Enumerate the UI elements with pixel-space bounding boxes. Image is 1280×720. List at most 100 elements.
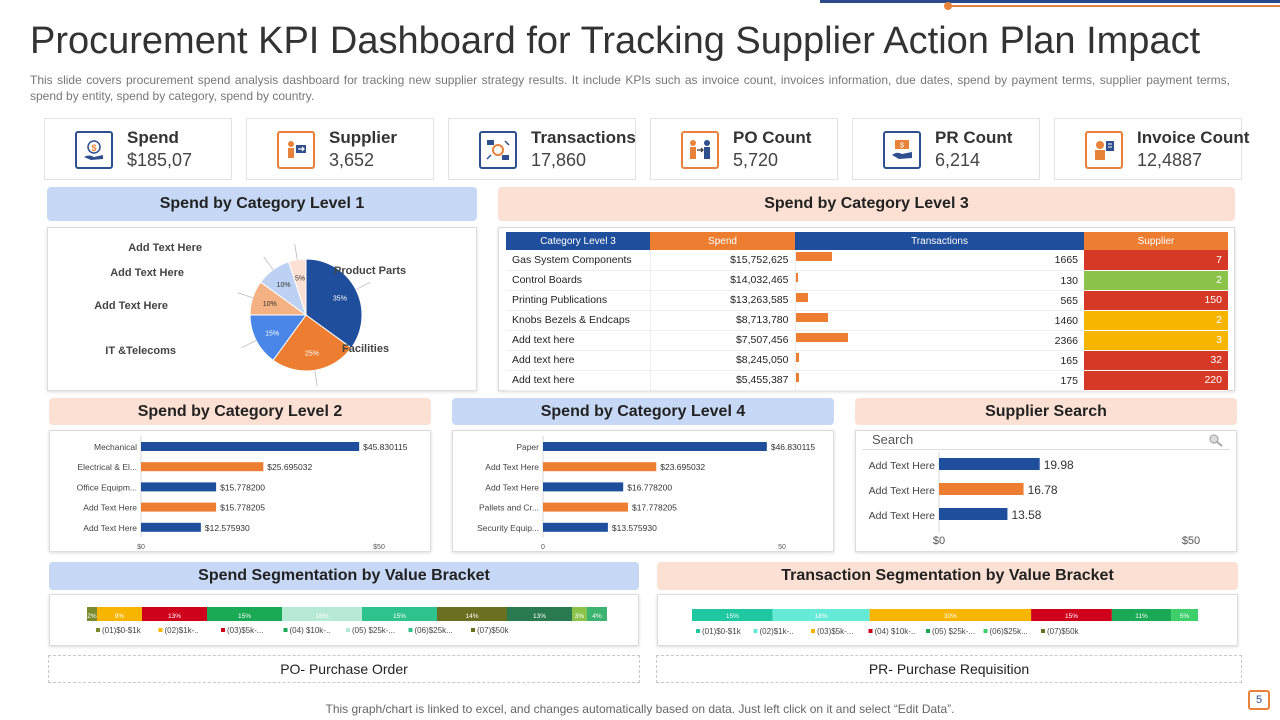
transactions-cell: 165: [795, 350, 1084, 371]
segment-bar: [772, 609, 870, 621]
transactions-cell: 130: [795, 270, 1084, 291]
legend-swatch: [696, 629, 700, 633]
pie-category-label: Product Parts: [334, 265, 406, 277]
pie-leader-line: [294, 243, 298, 260]
level1-panel: 35% Product Parts 25% Facilities 15% IT &Tele…: [47, 227, 477, 391]
transactions-value: 565: [1060, 294, 1078, 307]
bar-category-label: Add Text Here: [83, 503, 137, 513]
segment-value-label: 14%: [465, 613, 478, 620]
spend-cell: $14,032,465: [649, 270, 796, 291]
bar-category-label: Add Text Here: [83, 523, 137, 533]
segment-bar: [142, 607, 207, 621]
legend-label: (07)$50k: [477, 626, 510, 635]
legend-label: (06)$25k...: [415, 626, 453, 635]
pie-value-label: 35%: [333, 296, 347, 303]
segment-value-label: 5%: [1180, 613, 1190, 620]
level4-panel: Paper $46.830115 Add Text Here $23.695032 Ad…: [452, 430, 834, 552]
kpi-value: 3,652: [329, 150, 375, 170]
table-row: Add text here $5,455,387 175 220: [506, 370, 1228, 391]
segment-value-label: 3%: [575, 613, 585, 620]
trans-seg-header: Transaction Segmentation by Value Bracke…: [657, 562, 1238, 590]
bar-value-label: $13.575930: [612, 523, 657, 533]
segment-bar: [97, 607, 142, 621]
x-tick-label: $50: [373, 544, 385, 551]
legend-label: (03)$5k-...: [227, 626, 263, 635]
transactions-value: 1460: [1054, 314, 1078, 327]
legend-swatch: [753, 629, 758, 633]
spend-cell: $15,752,625: [649, 250, 796, 271]
transactions-value: 175: [1060, 374, 1078, 387]
legend-swatch: [283, 628, 288, 632]
pr-note: PR- Purchase Requisition: [656, 655, 1242, 683]
pie-leader-line: [237, 292, 253, 299]
segment-bar: [207, 607, 282, 621]
dollar-hand-icon: $: [75, 131, 113, 169]
pie-value-label: 15%: [265, 330, 279, 337]
supplier-search-panel: Add Text Here 19.98 Add Text Here 16.78 Add …: [855, 430, 1237, 552]
col-header: Supplier: [1084, 232, 1228, 250]
category-cell: Add text here: [506, 350, 650, 371]
segment-bar: [1111, 609, 1172, 621]
bar-value-label: $17.778205: [632, 503, 677, 513]
table-row: Add text here $7,507,456 2366 3: [506, 330, 1228, 351]
bar: [141, 442, 360, 451]
kpi-card-transactions: Transactions 17,860: [448, 118, 636, 180]
level3-table: Category Level 3 Spend Transactions Supp…: [506, 232, 1228, 391]
supplier-cell: 2: [1084, 270, 1228, 291]
kpi-value: 5,720: [733, 150, 779, 170]
pie-category-label: Add Text Here: [110, 267, 184, 279]
table-row: Add text here $8,245,050 165 32: [506, 350, 1228, 371]
transactions-cell: 1460: [795, 310, 1084, 331]
bar-value-label: $45.830115: [363, 442, 408, 452]
bar-value-label: 16.78: [1028, 483, 1058, 497]
transactions-cell: 1665: [795, 250, 1084, 271]
supplier-cell: 32: [1084, 350, 1228, 371]
spend-cell: $8,245,050: [649, 350, 796, 371]
search-input[interactable]: Search: [862, 432, 1230, 450]
bar-category-label: Security Equip...: [477, 523, 539, 533]
spend-cell: $13,263,585: [649, 290, 796, 311]
top-accent-line: [820, 0, 1280, 3]
po-count-icon: [681, 131, 719, 169]
segment-bar: [692, 609, 773, 621]
top-accent-dot: [944, 2, 952, 10]
transactions-cell: 565: [795, 290, 1084, 311]
search-icon[interactable]: [1208, 433, 1224, 452]
kpi-label: Invoice Count: [1137, 128, 1250, 147]
level2-panel: Mechanical $45.830115 Electrical & El... $2…: [49, 430, 431, 552]
x-tick-label: $50: [1182, 535, 1200, 547]
po-note: PO- Purchase Order: [48, 655, 640, 683]
segment-value-label: 16%: [315, 613, 328, 620]
spend-seg-header: Spend Segmentation by Value Bracket: [49, 562, 639, 590]
transactions-bar: [795, 352, 800, 362]
legend-label: (05) $25k-...: [932, 627, 975, 636]
segment-value-label: 11%: [1135, 613, 1148, 620]
category-cell: Add text here: [506, 370, 650, 391]
pie-leader-line: [355, 281, 371, 290]
kpi-label: Spend: [127, 128, 179, 147]
legend-swatch: [471, 628, 475, 632]
bar: [939, 458, 1040, 470]
level3-panel: Category Level 3 Spend Transactions Supp…: [498, 227, 1235, 391]
pie-value-label: 25%: [305, 351, 319, 358]
segment-bar: [869, 609, 1032, 621]
transactions-value: 165: [1060, 354, 1078, 367]
segment-value-label: 13%: [533, 613, 546, 620]
kpi-label: PO Count: [733, 128, 812, 147]
page-subtitle: This slide covers procurement spend anal…: [30, 73, 1230, 103]
trans-seg-chart: 15% 18% 30% 15% 11% 5% (01)$0-$1k (02)$1k-.. (03…: [692, 609, 1198, 636]
footer-note: This graph/chart is linked to excel, and…: [325, 702, 955, 716]
legend-label: (05) $25k-...: [352, 626, 395, 635]
legend-label: (01)$0-$1k: [102, 626, 142, 635]
bar-value-label: $15.778205: [220, 503, 265, 513]
category-cell: Add text here: [506, 330, 650, 351]
kpi-value: 6,214: [935, 150, 981, 170]
level4-header: Spend by Category Level 4: [452, 398, 834, 425]
segment-value-label: 4%: [592, 613, 602, 620]
supplier-cell: 3: [1084, 330, 1228, 351]
col-header: Category Level 3: [506, 232, 650, 250]
segment-value-label: 18%: [815, 613, 828, 620]
kpi-card-po-count: PO Count 5,720: [650, 118, 838, 180]
segment-value-label: 15%: [393, 613, 406, 620]
segment-bar: [437, 607, 507, 621]
